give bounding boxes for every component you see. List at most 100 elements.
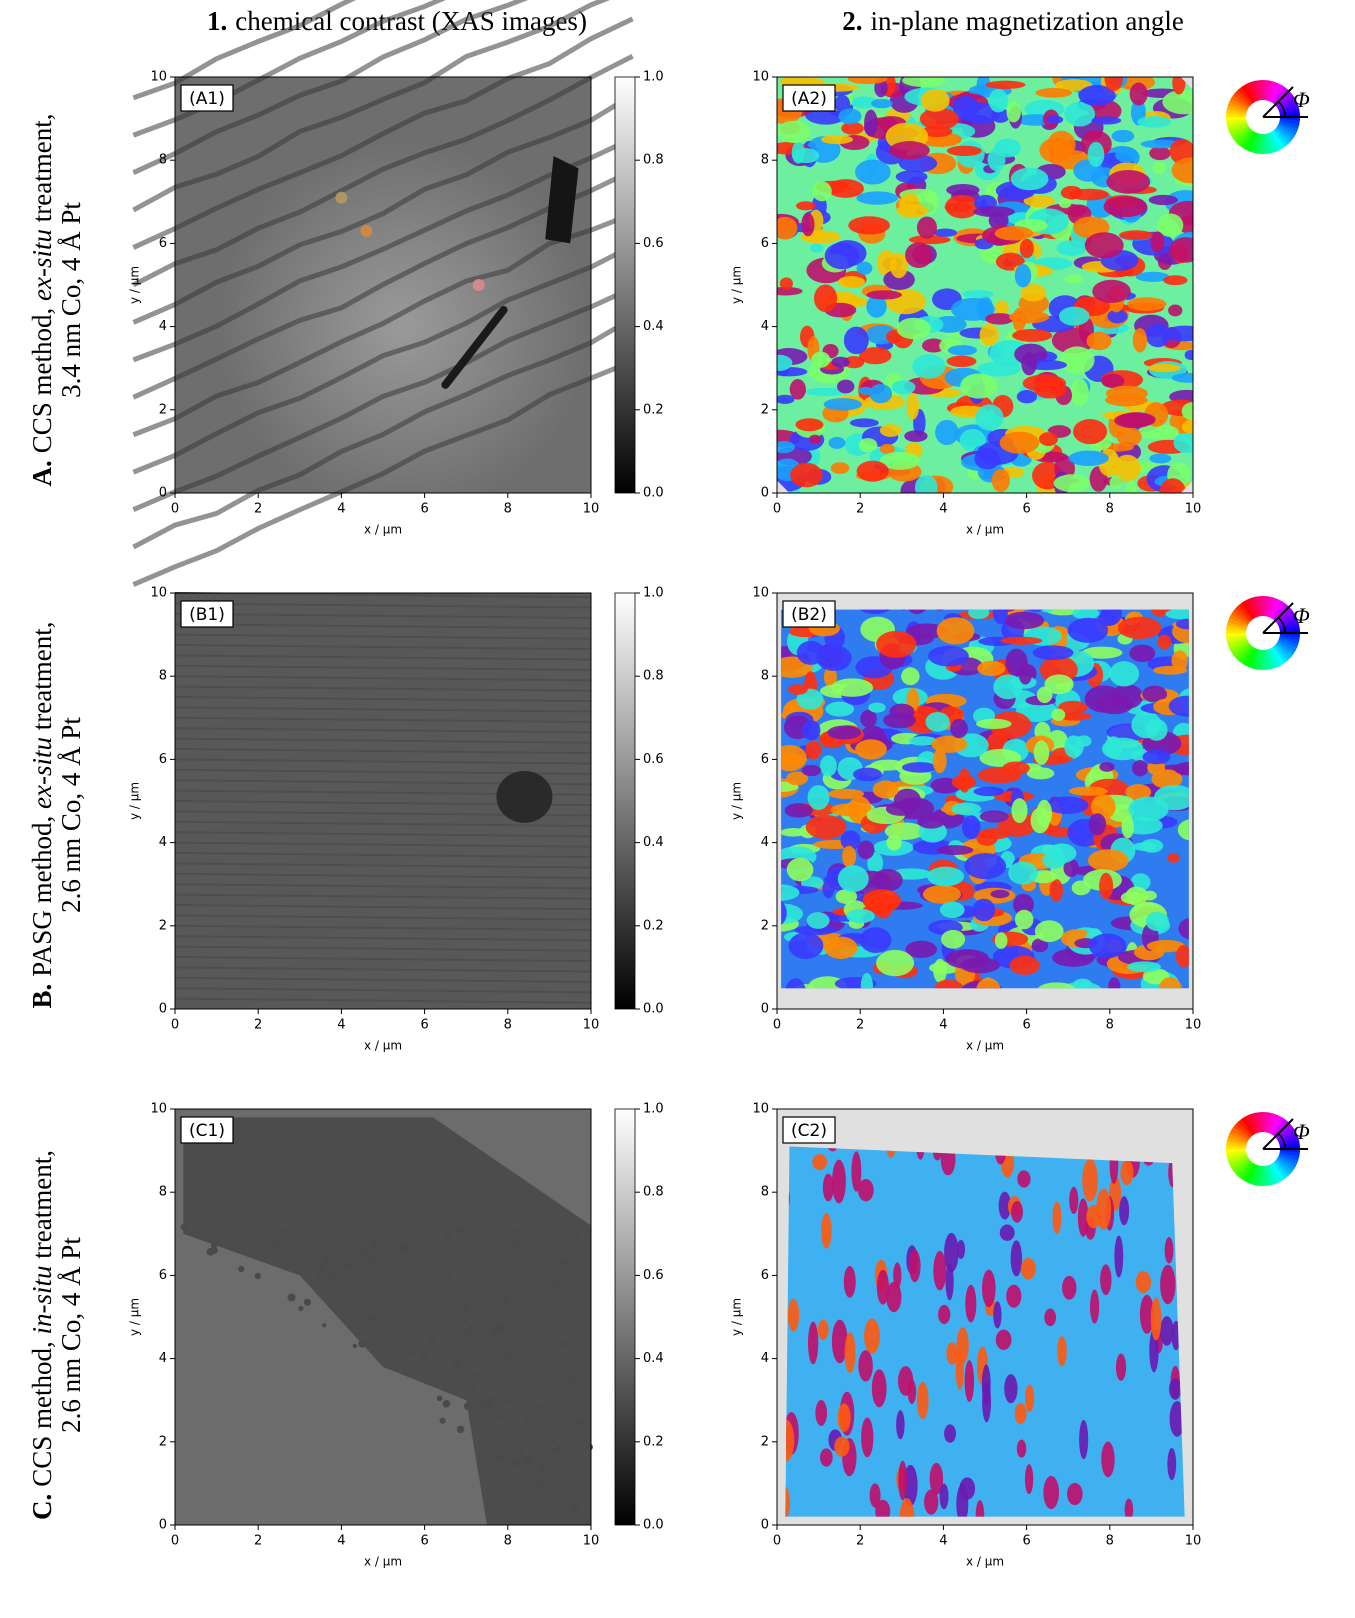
panel: 0 2 4 6 8 10 0 2 4 6 8 10 x / µm y / µm (C1) 0.0 0.2 0.4 0…: [128, 1102, 664, 1569]
image-domain: [927, 645, 969, 667]
x-tick-label: 0: [171, 1534, 179, 1549]
axes-frame: [776, 76, 1194, 494]
image-domain: [1135, 271, 1170, 282]
image-dot: [529, 1267, 535, 1273]
image-domain: [1000, 636, 1043, 645]
image-domain: [1059, 346, 1095, 375]
image-dot: [298, 1305, 304, 1312]
image-domain: [1119, 230, 1153, 240]
image-band: [183, 1117, 591, 1525]
image-domain: [1064, 735, 1084, 758]
image-domain: [1044, 1308, 1057, 1327]
color-wheel: Φ: [1226, 1112, 1310, 1186]
image-domain: [1139, 1294, 1155, 1334]
image-dot: [571, 1412, 579, 1420]
image-domain: [946, 183, 980, 197]
image-stripe: [174, 696, 592, 703]
wheel-segment: [1276, 1157, 1296, 1171]
wheel-segment: [1235, 1121, 1252, 1138]
image-domain: [1124, 1498, 1134, 1517]
row-label: A. CCS method, ex-situ treatment,3.4 nm C…: [27, 114, 86, 487]
wheel-segment: [1244, 131, 1257, 151]
image-domain: [1088, 933, 1127, 959]
image-dot: [442, 1400, 451, 1408]
image-dot: [439, 1417, 446, 1424]
row-composition: 3.4 nm Co, 4 Å Pt: [56, 202, 86, 398]
x-axis-label: x / µm: [364, 523, 402, 537]
image-dot: [536, 1481, 545, 1490]
wheel-segment: [1264, 649, 1272, 670]
colorbar: [614, 76, 636, 494]
image-domain: [1109, 476, 1123, 489]
row-method: CCS method,: [27, 1334, 57, 1486]
image-dot: [315, 1272, 321, 1279]
image-domain: [1046, 115, 1064, 124]
image-dot: [580, 1515, 586, 1520]
image-stripe: [174, 602, 592, 609]
wheel-segment: [1266, 1165, 1275, 1186]
image-domain: [1071, 880, 1091, 896]
y-tick-label: 0: [761, 1518, 769, 1533]
y-tick-label: 10: [752, 1102, 769, 1117]
image-domain: [933, 228, 958, 237]
y-tick-label: 10: [752, 586, 769, 601]
image-domain: [871, 1369, 887, 1408]
wheel-segment: [1227, 638, 1248, 649]
image-domain: [991, 468, 1010, 493]
image-domain: [827, 725, 862, 740]
wheel-segment: [1269, 131, 1282, 151]
image-domain: [1058, 700, 1088, 715]
image-domain: [941, 929, 966, 949]
wheel-segment: [1229, 1155, 1249, 1168]
colorbar-tick-label: 0.8: [643, 669, 664, 684]
image-marker: [335, 191, 348, 204]
image-domain: [889, 703, 915, 720]
panel: 0 2 4 6 8 10 0 2 4 6 8 10 x / µm y / µm (B2): [730, 586, 1202, 1053]
image-domain: [843, 356, 865, 369]
image-dot: [552, 1228, 558, 1234]
image-domain: [1013, 893, 1034, 916]
image-domain: [1167, 1447, 1177, 1481]
image-domain: [792, 148, 820, 164]
x-axis-label: x / µm: [966, 1555, 1004, 1569]
image-domain: [787, 1298, 800, 1332]
image-domain: [1135, 1271, 1152, 1294]
image-domain: [1064, 101, 1096, 127]
image-domain: [807, 785, 830, 810]
image-dot: [495, 1304, 500, 1309]
image-domain: [1036, 982, 1078, 989]
image-domain: [1052, 1201, 1062, 1235]
color-wheel: Φ: [1226, 80, 1310, 154]
x-tick-label: 2: [856, 1018, 864, 1033]
image-domain: [1150, 231, 1165, 253]
image-dot: [477, 1267, 482, 1273]
image-domain: [824, 242, 860, 270]
image-domain: [916, 1381, 929, 1420]
image-dot: [505, 1352, 512, 1359]
image-stripe: [174, 893, 592, 900]
image-domain: [851, 1151, 862, 1192]
image-dot: [577, 1276, 583, 1283]
x-tick-label: 4: [337, 1018, 345, 1033]
image-stripe: [174, 883, 592, 890]
image-domain: [1033, 740, 1050, 765]
wheel-segment: [1229, 98, 1249, 111]
image-domain: [1090, 1289, 1100, 1324]
image-domain: [831, 1159, 846, 1204]
wheel-segment: [1268, 132, 1279, 153]
image-stripe: [132, 243, 634, 475]
wheel-segment: [1244, 599, 1257, 619]
image-dot: [506, 1224, 512, 1229]
x-tick-label: 8: [1106, 502, 1114, 517]
image-domain: [1157, 634, 1172, 650]
image-domain: [870, 98, 893, 109]
image-domain: [924, 1489, 939, 1515]
x-tick-label: 10: [1185, 1534, 1202, 1549]
wheel-segment: [1230, 1157, 1250, 1172]
image-domain: [876, 1269, 889, 1305]
image-domain: [796, 201, 816, 211]
wheel-segment: [1279, 636, 1300, 645]
image-domain: [1101, 1441, 1115, 1478]
image-domain: [975, 404, 1004, 431]
angle-symbol: Φ: [1293, 87, 1310, 112]
